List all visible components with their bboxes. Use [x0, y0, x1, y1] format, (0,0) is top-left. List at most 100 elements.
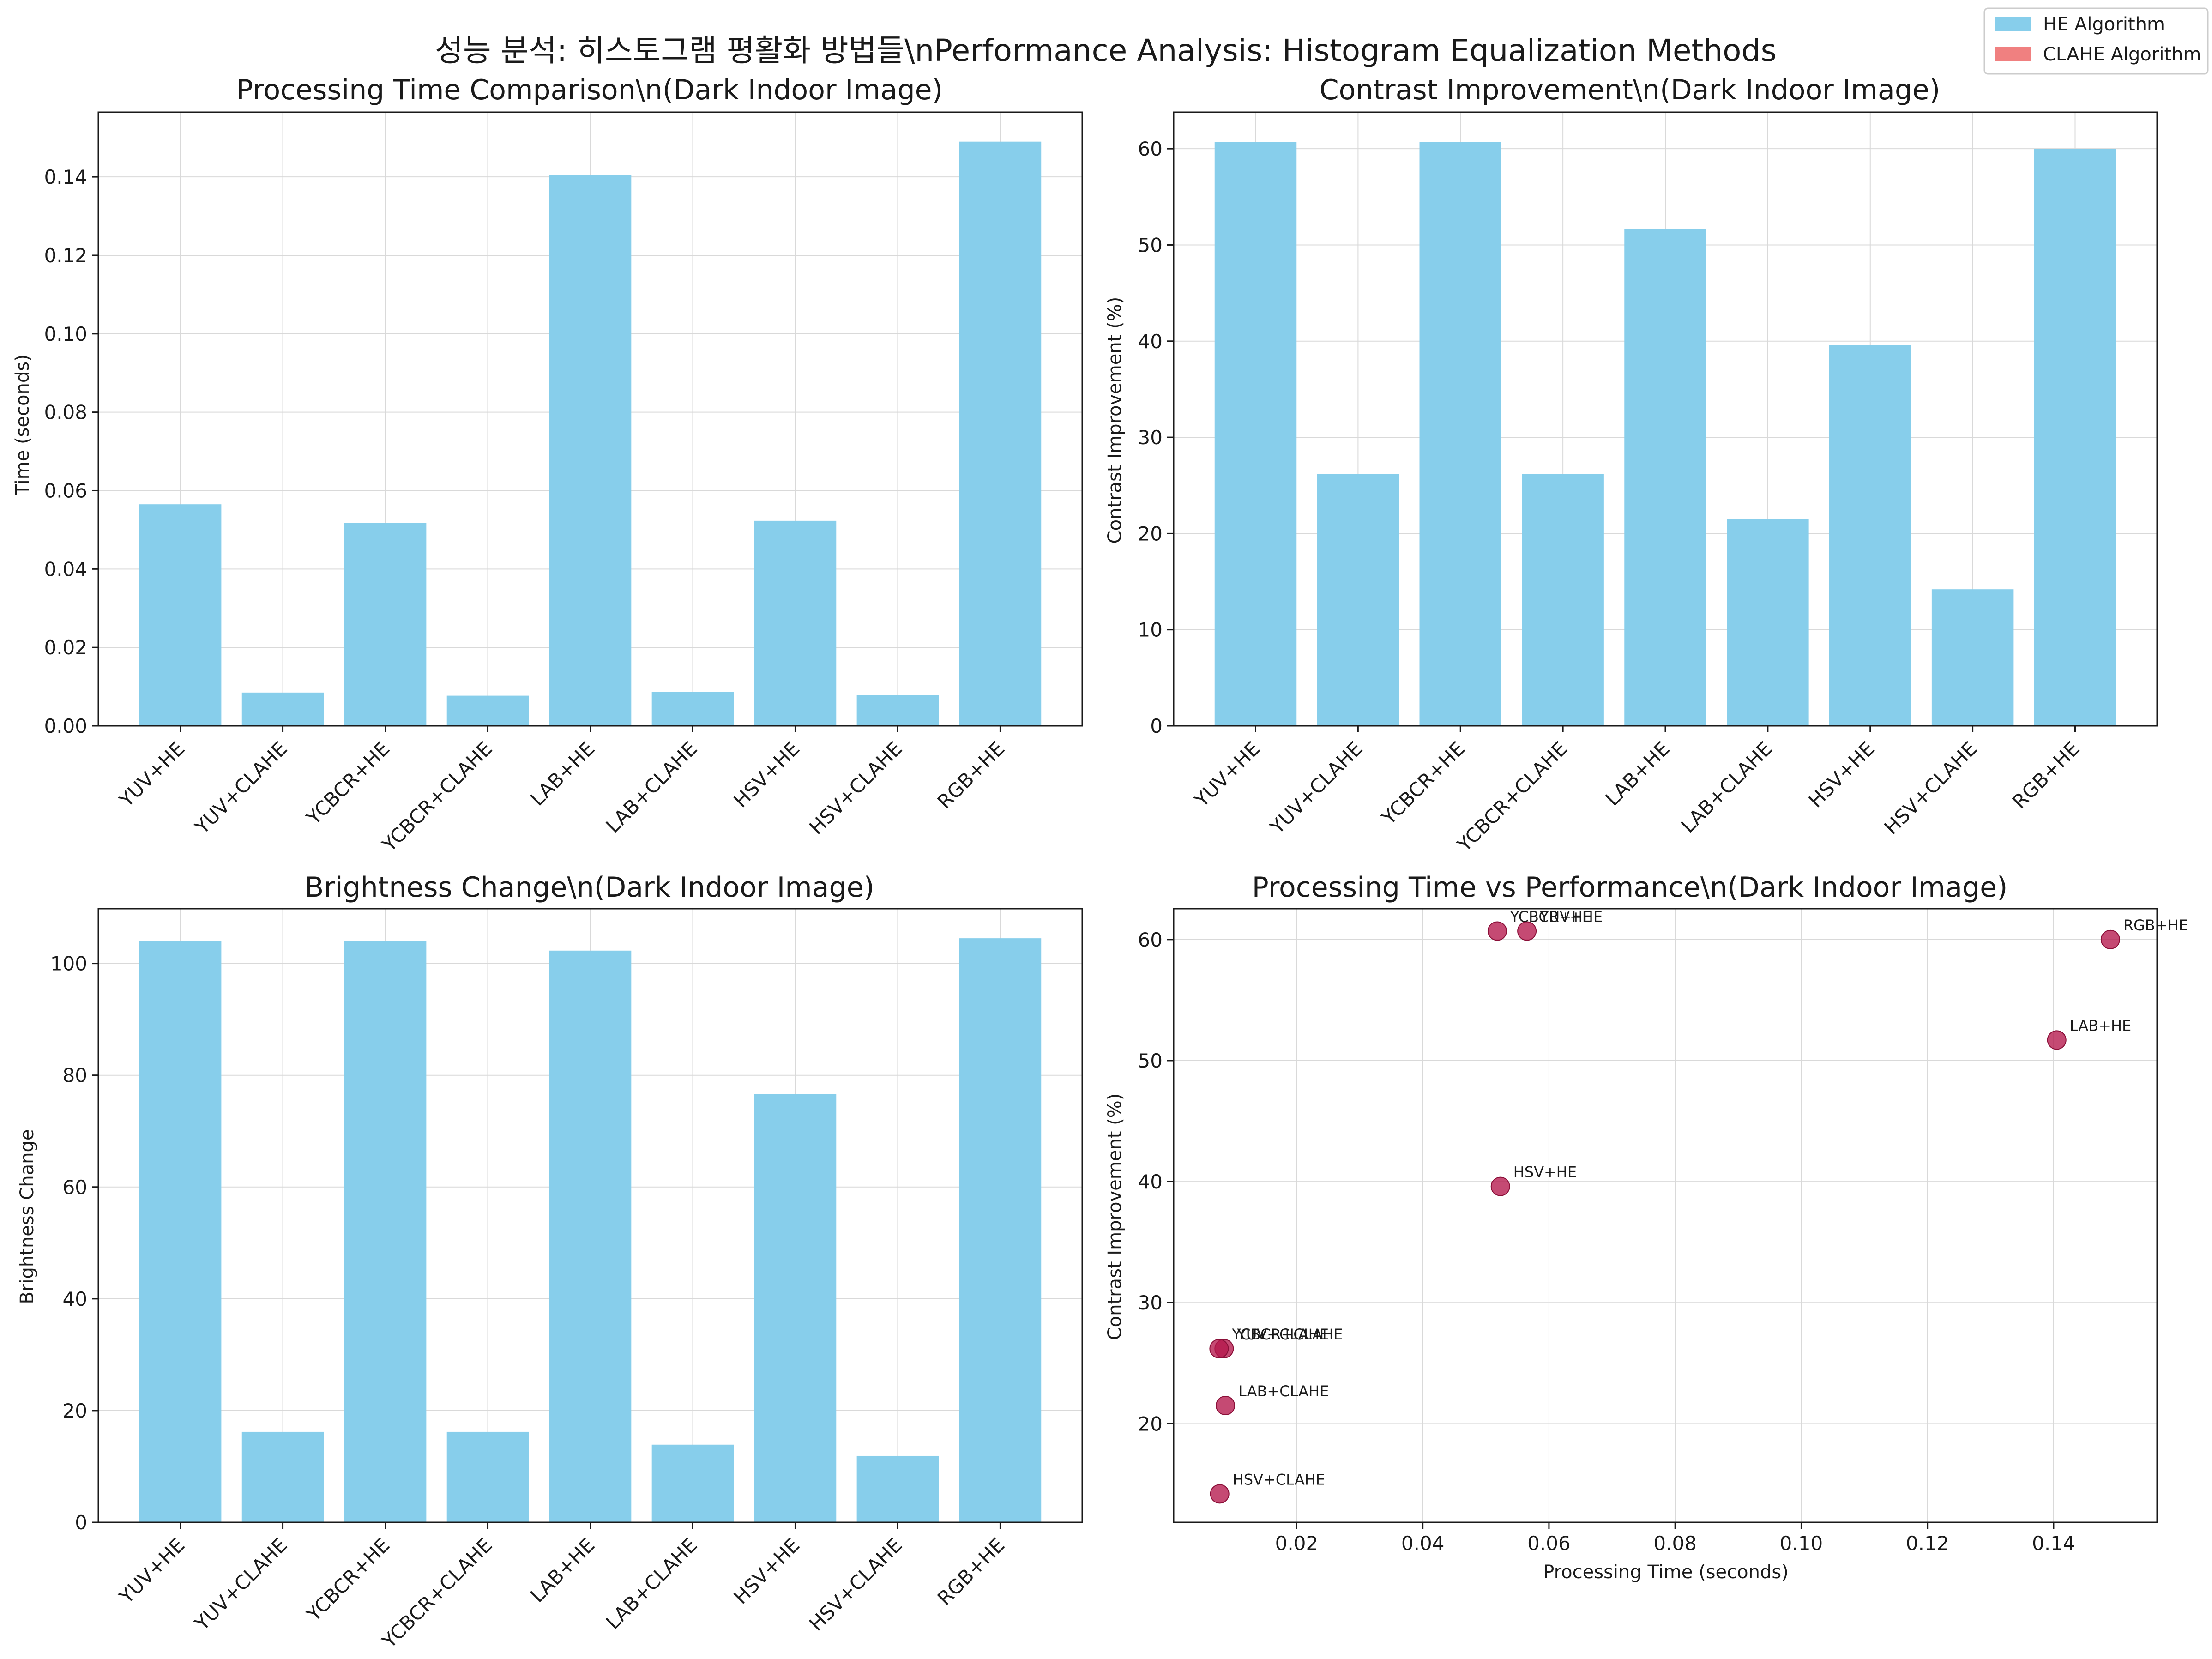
brightness-chart-bar-hsv-clahe [856, 1455, 939, 1522]
time-chart-ylabel: Time (seconds) [12, 354, 33, 495]
brightness-chart-ytick-label: 60 [63, 1176, 87, 1199]
contrast-chart-ylabel: Contrast Improvement (%) [1104, 297, 1126, 544]
contrast-chart-bar-hsv-clahe [1931, 589, 2014, 726]
scatter-chart-ytick-label: 40 [1138, 1170, 1163, 1193]
scatter-chart-point-hsv-he [1490, 1176, 1510, 1196]
scatter-chart-xtick-label: 0.02 [1275, 1532, 1319, 1555]
legend-box [1983, 7, 2209, 75]
legend-swatch-he [1995, 17, 2031, 31]
time-chart-bar-ycbcr-clahe [446, 695, 529, 726]
scatter-chart-point-label-hsv-clahe: HSV+CLAHE [1233, 1471, 1325, 1488]
contrast-chart-bar-hsv-he [1829, 345, 1911, 726]
contrast-chart-panel: Contrast Improvement\n(Dark Indoor Image… [1104, 74, 2158, 857]
legend: HE Algorithm CLAHE Algorithm [1983, 7, 2209, 75]
scatter-chart-plot: 20 30 40 50 60 0.02 0.04 0.06 0.08 0.10 0.12 0.14 YU… [1138, 908, 2188, 1555]
time-chart-ytick-label: 0.10 [44, 323, 87, 345]
time-chart-bar-yuv-clahe [241, 692, 324, 726]
scatter-chart-point-label-yuv-he: YUV+HE [1539, 908, 1603, 925]
scatter-chart-ylabel: Contrast Improvement (%) [1104, 1093, 1126, 1340]
brightness-chart-bar-ycbcr-clahe [446, 1431, 529, 1522]
brightness-chart-ytick-label: 20 [63, 1400, 87, 1422]
scatter-chart-ytick-label: 20 [1138, 1412, 1163, 1435]
scatter-chart-ytick-label: 60 [1138, 929, 1163, 951]
contrast-chart-ytick-label: 60 [1138, 138, 1163, 160]
brightness-chart-bar-lab-he [549, 950, 632, 1522]
brightness-chart-bar-hsv-he [754, 1094, 837, 1522]
figure-suptitle: 성능 분석: 히스토그램 평활화 방법들\nPerformance Analys… [435, 33, 1777, 68]
time-chart-bar-lab-he [549, 175, 632, 726]
scatter-chart-point-ycbcr-he [1487, 921, 1507, 941]
contrast-chart-ytick-label: 50 [1138, 234, 1163, 256]
brightness-chart-bar-yuv-clahe [241, 1431, 324, 1522]
contrast-chart-bar-lab-he [1624, 229, 1706, 726]
time-chart-bar-hsv-clahe [856, 695, 939, 726]
contrast-chart-bar-ycbcr-clahe [1522, 474, 1604, 726]
time-chart-bar-yuv-he [139, 504, 222, 726]
scatter-chart-xtick-label: 0.08 [1653, 1532, 1697, 1555]
legend-label-clahe: CLAHE Algorithm [2043, 44, 2201, 65]
scatter-chart-point-label-ycbcr-clahe: YCBCR+CLAHE [1231, 1326, 1343, 1343]
brightness-chart-title: Brightness Change\n(Dark Indoor Image) [305, 871, 874, 904]
scatter-chart-xtick-label: 0.14 [2032, 1532, 2075, 1555]
time-chart-title: Processing Time Comparison\n(Dark Indoor… [236, 74, 943, 106]
brightness-chart-ytick-label: 100 [50, 953, 87, 975]
legend-label-he: HE Algorithm [2043, 14, 2165, 35]
scatter-chart-panel: Processing Time vs Performance\n(Dark In… [1104, 871, 2188, 1583]
scatter-chart-point-label-yuv-clahe: YUV+CLAHE [1236, 1326, 1329, 1343]
scatter-chart-point-label-lab-clahe: LAB+CLAHE [1238, 1382, 1329, 1400]
contrast-chart-ytick-label: 0 [1150, 715, 1163, 737]
scatter-chart-xtick-label: 0.12 [1906, 1532, 1949, 1555]
time-chart-ytick-label: 0.14 [44, 166, 87, 188]
time-chart-bar-rgb-he [959, 141, 1042, 726]
scatter-chart-point-label-ycbcr-he: YCBCR+HE [1510, 908, 1592, 925]
contrast-chart-title: Contrast Improvement\n(Dark Indoor Image… [1320, 74, 1940, 106]
contrast-chart-ytick-label: 20 [1138, 522, 1163, 545]
time-chart-bar-hsv-he [754, 520, 837, 726]
contrast-chart-bar-rgb-he [2034, 149, 2116, 726]
contrast-chart-bar-ycbcr-he [1419, 142, 1501, 726]
scatter-chart-xtick-label: 0.10 [1780, 1532, 1823, 1555]
time-chart-ytick-label: 0.04 [44, 558, 87, 580]
time-chart-ytick-label: 0.00 [44, 715, 87, 737]
brightness-chart-ytick-label: 80 [63, 1064, 87, 1087]
time-chart-ytick-label: 0.08 [44, 401, 87, 424]
scatter-chart-point-hsv-clahe [1210, 1484, 1230, 1504]
legend-swatch-clahe [1995, 47, 2031, 61]
contrast-chart-bar-yuv-clahe [1317, 474, 1399, 726]
scatter-chart-axes-frame [1173, 908, 2158, 1523]
brightness-chart-ytick-label: 40 [63, 1288, 87, 1310]
scatter-chart-point-yuv-he [1517, 921, 1537, 941]
scatter-chart-point-label-hsv-he: HSV+HE [1513, 1164, 1577, 1181]
contrast-chart-bar-yuv-he [1214, 142, 1297, 726]
brightness-chart-ytick-label: 0 [75, 1511, 87, 1534]
contrast-chart-bar-lab-clahe [1727, 519, 1809, 726]
time-chart-ytick-label: 0.06 [44, 479, 87, 502]
scatter-chart-point-label-lab-he: LAB+HE [2070, 1017, 2132, 1034]
brightness-chart-ylabel: Brightness Change [17, 1129, 38, 1304]
brightness-chart-bar-rgb-he [959, 938, 1042, 1522]
scatter-chart-point-rgb-he [2100, 929, 2120, 949]
time-chart-bar-lab-clahe [651, 692, 734, 726]
scatter-chart-point-lab-clahe [1216, 1396, 1236, 1416]
time-chart-ytick-label: 0.12 [44, 244, 87, 267]
contrast-chart-ytick-label: 40 [1138, 330, 1163, 353]
scatter-chart-grid [1174, 909, 2157, 1522]
scatter-chart-xtick-label: 0.04 [1401, 1532, 1445, 1555]
scatter-chart-xlabel: Processing Time (seconds) [1543, 1562, 1789, 1583]
contrast-chart-ytick-label: 10 [1138, 619, 1163, 641]
brightness-chart-bar-yuv-he [139, 941, 222, 1522]
scatter-chart-ytick-label: 50 [1138, 1050, 1163, 1072]
brightness-chart-bar-ycbcr-he [344, 941, 427, 1522]
scatter-chart-point-label-rgb-he: RGB+HE [2123, 917, 2188, 934]
scatter-chart-point-lab-he [2047, 1030, 2067, 1050]
scatter-chart-title: Processing Time vs Performance\n(Dark In… [1252, 871, 2008, 904]
scatter-chart-point-ycbcr-clahe [1209, 1339, 1229, 1358]
time-chart-ytick-label: 0.02 [44, 636, 87, 659]
contrast-chart-ytick-label: 30 [1138, 426, 1163, 449]
time-chart-bar-ycbcr-he [344, 523, 427, 726]
brightness-chart-bar-lab-clahe [651, 1444, 734, 1522]
scatter-chart-xtick-label: 0.06 [1527, 1532, 1571, 1555]
scatter-chart-ytick-label: 30 [1138, 1291, 1163, 1314]
